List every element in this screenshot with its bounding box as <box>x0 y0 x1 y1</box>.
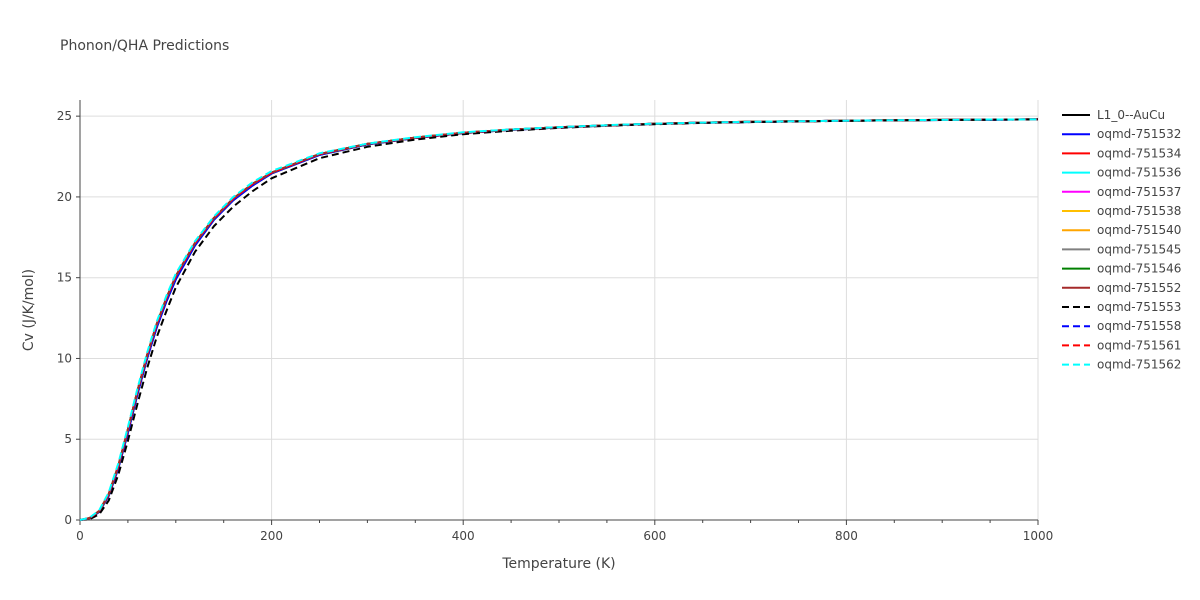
series-line <box>79 118 1039 521</box>
x-tick-label: 600 <box>643 529 666 543</box>
legend-item: oqmd-751536 <box>1062 166 1181 180</box>
legend-item: oqmd-751540 <box>1062 223 1181 237</box>
legend-label: oqmd-751546 <box>1097 262 1181 276</box>
y-axis-title: Cv (J/K/mol) <box>21 269 37 351</box>
legend-label: oqmd-751540 <box>1097 223 1181 237</box>
y-tick-label: 15 <box>57 271 72 285</box>
tick-labels: 0 200 400 600 800 1000 0 5 10 15 20 25 <box>57 109 1054 543</box>
axes <box>76 100 1039 525</box>
legend: L1_0--AuCu oqmd-751532 oqmd-751534 oqmd-751… <box>1062 108 1181 372</box>
y-tick-label: 0 <box>64 513 72 527</box>
legend-item: oqmd-751538 <box>1062 204 1181 218</box>
x-tick-label: 0 <box>76 529 84 543</box>
series-line <box>79 118 1039 521</box>
series-line <box>79 118 1039 521</box>
legend-label: oqmd-751534 <box>1097 146 1181 160</box>
legend-item: oqmd-751552 <box>1062 281 1181 295</box>
legend-label: oqmd-751545 <box>1097 242 1181 256</box>
legend-label: oqmd-751562 <box>1097 358 1181 372</box>
series-line <box>79 118 1039 521</box>
x-tick-label: 400 <box>452 529 475 543</box>
series-line <box>79 118 1039 521</box>
legend-item: oqmd-751561 <box>1062 338 1181 352</box>
legend-item: oqmd-751545 <box>1062 242 1181 256</box>
x-tick-label: 1000 <box>1023 529 1054 543</box>
y-tick-label: 25 <box>57 109 72 123</box>
legend-label: oqmd-751553 <box>1097 300 1181 314</box>
gridlines <box>79 100 1039 521</box>
x-axis-title: Temperature (K) <box>501 556 615 572</box>
legend-label: oqmd-751558 <box>1097 319 1181 333</box>
legend-label: oqmd-751552 <box>1097 281 1181 295</box>
legend-item: oqmd-751546 <box>1062 262 1181 276</box>
legend-label: oqmd-751538 <box>1097 204 1181 218</box>
series-line <box>79 118 1039 521</box>
series-line <box>79 118 1039 521</box>
legend-item: oqmd-751537 <box>1062 185 1181 199</box>
legend-item: oqmd-751553 <box>1062 300 1181 314</box>
y-tick-label: 10 <box>57 351 72 365</box>
y-tick-label: 20 <box>57 190 72 204</box>
x-tick-label: 800 <box>835 529 858 543</box>
series-line <box>79 118 1039 521</box>
legend-label: oqmd-751537 <box>1097 185 1181 199</box>
legend-item: L1_0--AuCu <box>1062 108 1165 122</box>
y-tick-label: 5 <box>64 432 72 446</box>
legend-item: oqmd-751532 <box>1062 127 1181 141</box>
x-tick-label: 200 <box>260 529 283 543</box>
series-line <box>79 118 1039 521</box>
legend-item: oqmd-751562 <box>1062 358 1181 372</box>
legend-label: oqmd-751536 <box>1097 166 1181 180</box>
legend-label: oqmd-751561 <box>1097 338 1181 352</box>
chart-title: Phonon/QHA Predictions <box>60 38 229 54</box>
legend-label: L1_0--AuCu <box>1097 108 1165 122</box>
legend-item: oqmd-751558 <box>1062 319 1181 333</box>
series-line <box>79 118 1039 521</box>
series-line <box>79 118 1039 521</box>
series-line <box>79 118 1039 521</box>
series-line <box>79 118 1039 521</box>
legend-label: oqmd-751532 <box>1097 127 1181 141</box>
legend-item: oqmd-751534 <box>1062 146 1181 160</box>
series-line <box>79 118 1039 521</box>
plot-lines <box>79 118 1039 521</box>
